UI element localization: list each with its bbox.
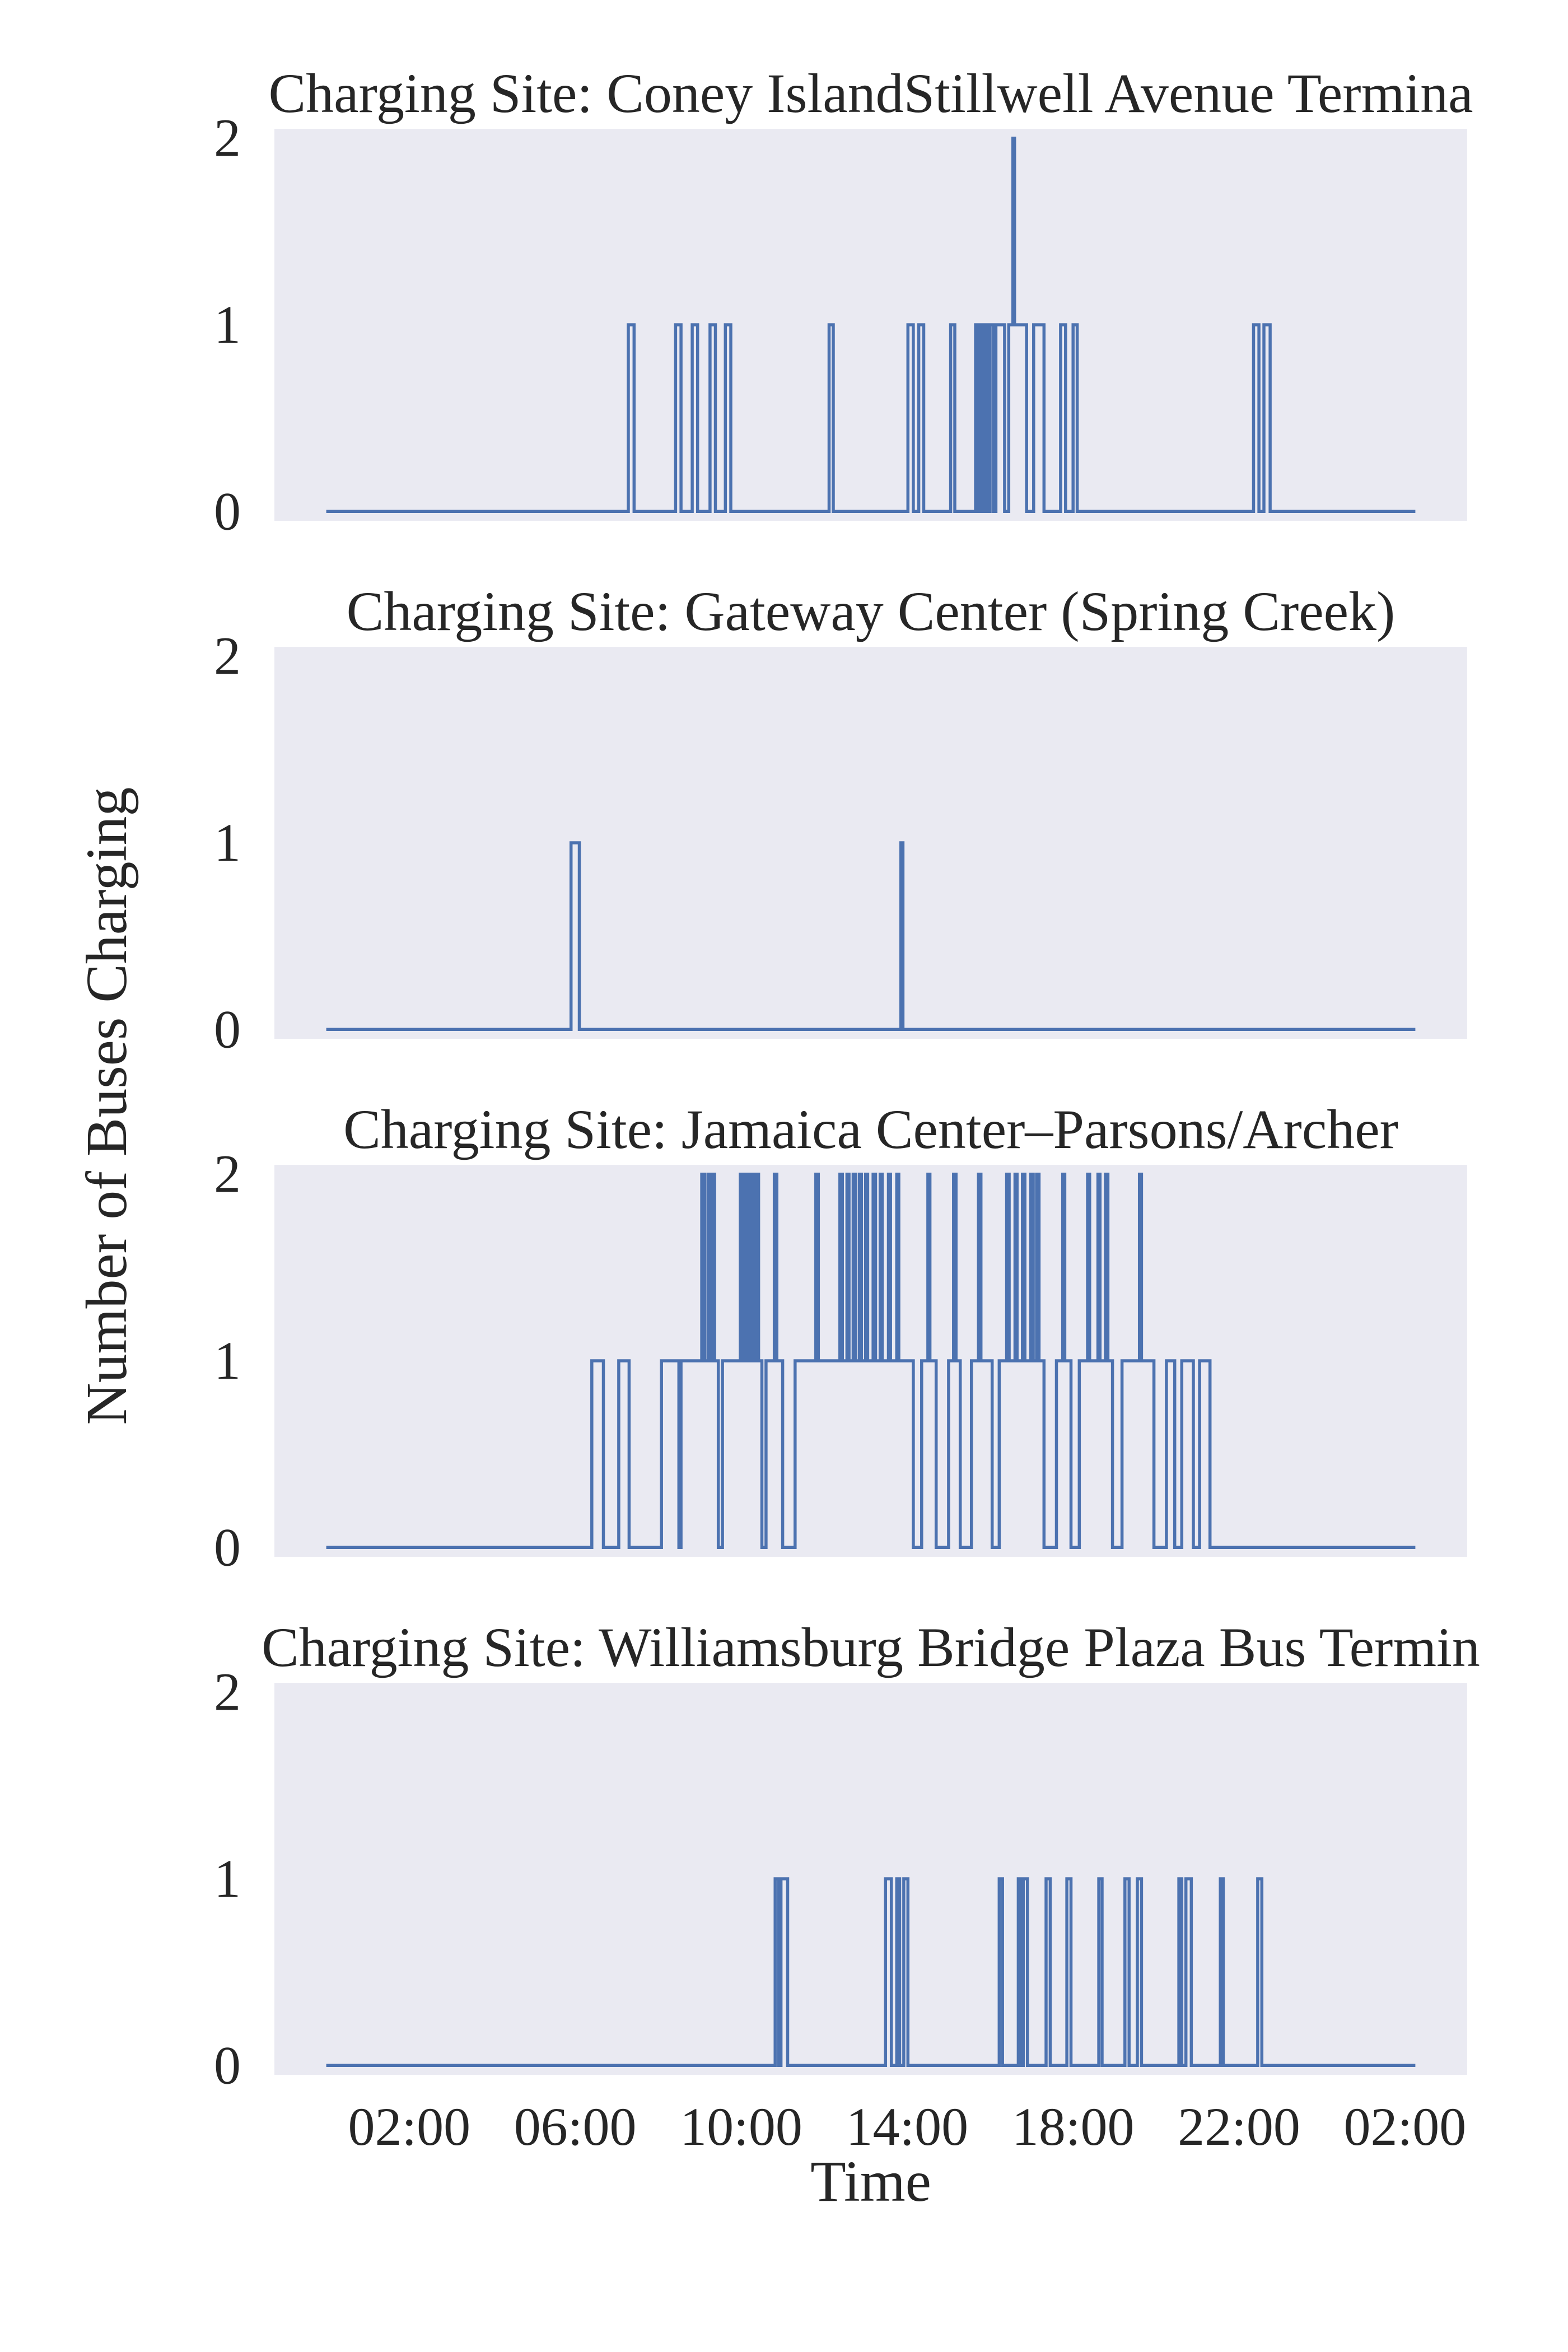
y-tick-label: 0 xyxy=(214,999,241,1059)
y-tick-label: 0 xyxy=(214,1517,241,1577)
series-line xyxy=(326,1877,1416,2068)
panel-3: Charging Site: Jamaica Center–Parsons/Ar… xyxy=(214,1098,1467,1577)
series-line xyxy=(326,136,1416,514)
panel-4: Charging Site: Williamsburg Bridge Plaza… xyxy=(214,1616,1480,2095)
x-tick-label: 14:00 xyxy=(846,2097,968,2157)
y-tick-label: 1 xyxy=(214,813,241,872)
series-line xyxy=(326,1172,1416,1550)
y-tick-label: 2 xyxy=(214,1144,241,1204)
y-tick-label: 2 xyxy=(214,1662,241,1722)
y-tick-label: 1 xyxy=(214,1331,241,1390)
x-axis-label: Time xyxy=(810,2149,931,2214)
y-tick-label: 1 xyxy=(214,1849,241,1908)
plot-area xyxy=(274,1683,1467,2075)
x-axis: 02:00 06:00 10:00 14:00 18:00 22:00 02:00 xyxy=(348,2097,1466,2157)
y-tick-label: 2 xyxy=(214,108,241,168)
y-tick-label: 0 xyxy=(214,481,241,541)
x-tick-label: 02:00 xyxy=(1344,2097,1467,2157)
x-tick-label: 22:00 xyxy=(1178,2097,1300,2157)
y-tick-label: 1 xyxy=(214,295,241,354)
x-tick-label: 06:00 xyxy=(514,2097,637,2157)
x-tick-label: 18:00 xyxy=(1012,2097,1135,2157)
plot-area xyxy=(274,647,1467,1039)
panel-title: Charging Site: Jamaica Center–Parsons/Ar… xyxy=(343,1098,1398,1160)
panels: Charging Site: Coney IslandStillwell Ave… xyxy=(214,62,1480,2095)
panel-title: Charging Site: Williamsburg Bridge Plaza… xyxy=(262,1616,1480,1678)
x-tick-label: 02:00 xyxy=(348,2097,470,2157)
panel-1: Charging Site: Coney IslandStillwell Ave… xyxy=(214,62,1473,541)
panel-title: Charging Site: Gateway Center (Spring Cr… xyxy=(347,580,1396,642)
series-line xyxy=(326,841,1416,1032)
panel-2: Charging Site: Gateway Center (Spring Cr… xyxy=(214,580,1467,1059)
y-axis-label: Number of Buses Charging xyxy=(74,787,139,1425)
x-tick-label: 10:00 xyxy=(680,2097,802,2157)
panel-title: Charging Site: Coney IslandStillwell Ave… xyxy=(268,62,1473,124)
y-tick-label: 0 xyxy=(214,2035,241,2095)
y-tick-label: 2 xyxy=(214,626,241,686)
plot-area xyxy=(274,129,1467,521)
